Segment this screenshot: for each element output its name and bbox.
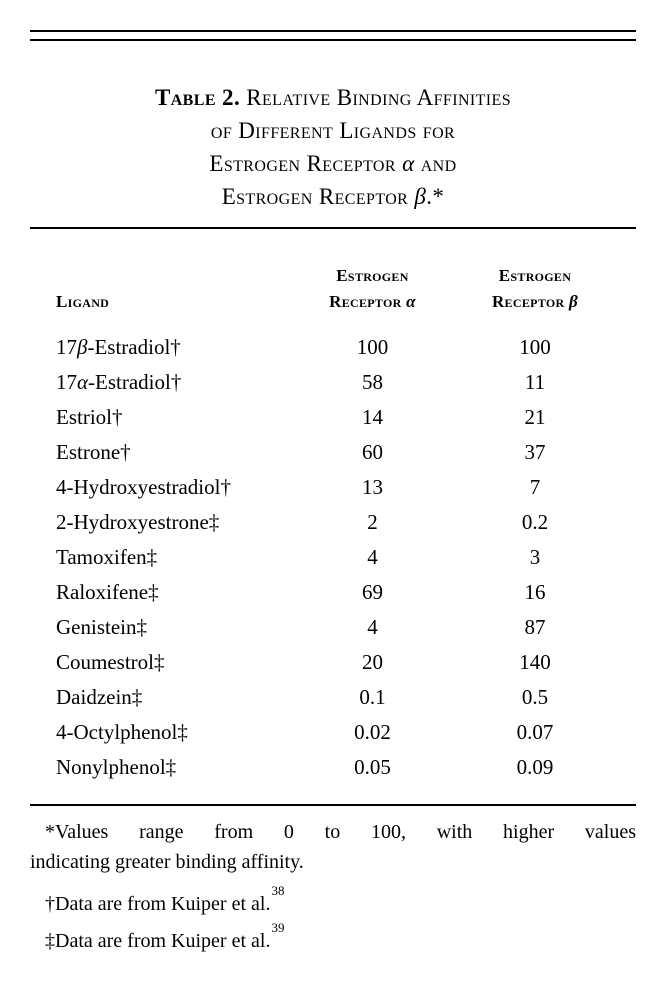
- table-row: Daidzein‡ 0.1 0.5: [30, 680, 610, 715]
- title-line-3: Estrogen Receptor α and: [209, 151, 457, 176]
- er-alpha-value: 0.05: [354, 755, 391, 779]
- table-row: Tamoxifen‡ 4 3: [30, 540, 610, 575]
- er-beta-value: 37: [524, 440, 546, 464]
- footnote-star: *Values range from 0 to 100, with higher…: [30, 817, 636, 877]
- er-alpha-value: 20: [362, 650, 383, 674]
- footnote-double-dagger-text: ‡Data are from Kuiper et al.: [45, 930, 271, 952]
- footnote-separator-rule: [30, 804, 636, 806]
- table-row: 2-Hydroxyestrone‡ 2 0.2: [30, 505, 610, 540]
- table-row: 4-Octylphenol‡ 0.02 0.07: [30, 715, 610, 750]
- er-beta-value: 7: [529, 475, 541, 499]
- title-line-2: of Different Ligands for: [210, 118, 456, 143]
- er-beta-value: 11: [524, 370, 546, 394]
- er-beta-value: 140: [519, 650, 551, 674]
- er-alpha-value: 4: [367, 615, 378, 639]
- header-ligand-label: Ligand: [56, 292, 110, 311]
- er-alpha-value: 0.1: [359, 685, 386, 709]
- table-row: Raloxifene‡ 69 16: [30, 575, 610, 610]
- er-beta-value: 21: [524, 405, 546, 429]
- ligand-cell: 17β-Estradiol†: [56, 335, 181, 359]
- er-beta-value: 16: [524, 580, 546, 604]
- header-er-beta-line2: Receptor β: [491, 292, 579, 311]
- er-beta-value: 3: [529, 545, 541, 569]
- table-title: Table 2. Relative Binding Affinities of …: [30, 81, 636, 213]
- er-beta-value: 100: [519, 335, 551, 359]
- er-alpha-value: 60: [362, 440, 383, 464]
- table-row: 4-Hydroxyestradiol† 13 7: [30, 470, 610, 505]
- ligand-cell: Daidzein‡: [56, 685, 143, 709]
- header-er-alpha-line1: Estrogen: [336, 266, 409, 285]
- header-er-alpha-line2: Receptor α: [329, 292, 416, 311]
- er-alpha-value: 58: [362, 370, 383, 394]
- er-beta-value: 0.2: [521, 510, 549, 534]
- header-er-beta-line1: Estrogen: [498, 266, 572, 285]
- title-line-1: Table 2. Relative Binding Affinities: [30, 81, 636, 114]
- column-header-er-alpha: Estrogen Receptor α: [285, 229, 460, 330]
- er-alpha-value: 14: [362, 405, 383, 429]
- table-number-label: Table 2.: [154, 85, 241, 110]
- er-beta-value: 0.09: [516, 755, 554, 779]
- greek-letter: β: [414, 184, 427, 209]
- greek-letter: β: [77, 335, 88, 359]
- er-alpha-value: 100: [356, 335, 389, 359]
- ligand-cell: Estrone†: [56, 440, 131, 464]
- greek-letter: α: [406, 292, 416, 311]
- table-row: Estrone† 60 37: [30, 435, 610, 470]
- er-beta-value: 0.5: [521, 685, 549, 709]
- ligand-cell: Genistein‡: [56, 615, 147, 639]
- ligand-cell: Raloxifene‡: [56, 580, 159, 604]
- ligand-cell: 4-Hydroxyestradiol†: [56, 475, 231, 499]
- er-alpha-value: 0.02: [354, 720, 391, 744]
- table-row: Nonylphenol‡ 0.05 0.09: [30, 750, 610, 785]
- reference-number-39: 39: [271, 920, 285, 936]
- greek-letter: α: [402, 151, 415, 176]
- column-header-er-beta: Estrogen Receptor β: [460, 229, 610, 330]
- ligand-cell: Nonylphenol‡: [56, 755, 177, 779]
- table-row: 17β-Estradiol† 100 100: [30, 330, 610, 365]
- table-row: 17α-Estradiol† 58 11: [30, 365, 610, 400]
- ligand-cell: Coumestrol‡: [56, 650, 165, 674]
- er-alpha-value: 13: [362, 475, 383, 499]
- er-alpha-value: 4: [367, 545, 378, 569]
- greek-letter: α: [77, 370, 89, 394]
- table-row: Coumestrol‡ 20 140: [30, 645, 610, 680]
- ligand-cell: 2-Hydroxyestrone‡: [56, 510, 220, 534]
- er-alpha-value: 2: [367, 510, 378, 534]
- footnote-dagger-text: †Data are from Kuiper et al.: [45, 893, 271, 915]
- table-row: Genistein‡ 4 87: [30, 610, 610, 645]
- er-beta-value: 87: [524, 615, 546, 639]
- er-alpha-value: 69: [362, 580, 383, 604]
- footnotes-block: *Values range from 0 to 100, with higher…: [30, 817, 636, 956]
- footnote-star-line1: *Values range from 0 to 100, with higher…: [45, 821, 636, 843]
- header-row: Ligand Estrogen Receptor α Estrogen Rece…: [30, 229, 610, 330]
- top-double-rule: [30, 30, 636, 41]
- footnote-double-dagger: ‡Data are from Kuiper et al.39: [30, 921, 636, 956]
- ligand-cell: 17α-Estradiol†: [56, 370, 182, 394]
- binding-affinity-table: Ligand Estrogen Receptor α Estrogen Rece…: [30, 229, 610, 785]
- reference-number-38: 38: [271, 883, 285, 899]
- ligand-cell: Tamoxifen‡: [56, 545, 158, 569]
- title-separator-rule: [30, 227, 636, 229]
- greek-letter: β: [569, 292, 579, 311]
- ligand-cell: Estriol†: [56, 405, 123, 429]
- title-text-1: Relative Binding Affinities: [246, 85, 512, 110]
- column-header-ligand: Ligand: [30, 229, 285, 330]
- footnote-star-line2: indicating greater binding affinity.: [30, 851, 304, 873]
- ligand-cell: 4-Octylphenol‡: [56, 720, 188, 744]
- table-row: Estriol† 14 21: [30, 400, 610, 435]
- footnote-dagger: †Data are from Kuiper et al.38: [30, 884, 636, 919]
- er-beta-value: 0.07: [516, 720, 554, 744]
- title-line-4: Estrogen Receptor β.*: [221, 184, 445, 209]
